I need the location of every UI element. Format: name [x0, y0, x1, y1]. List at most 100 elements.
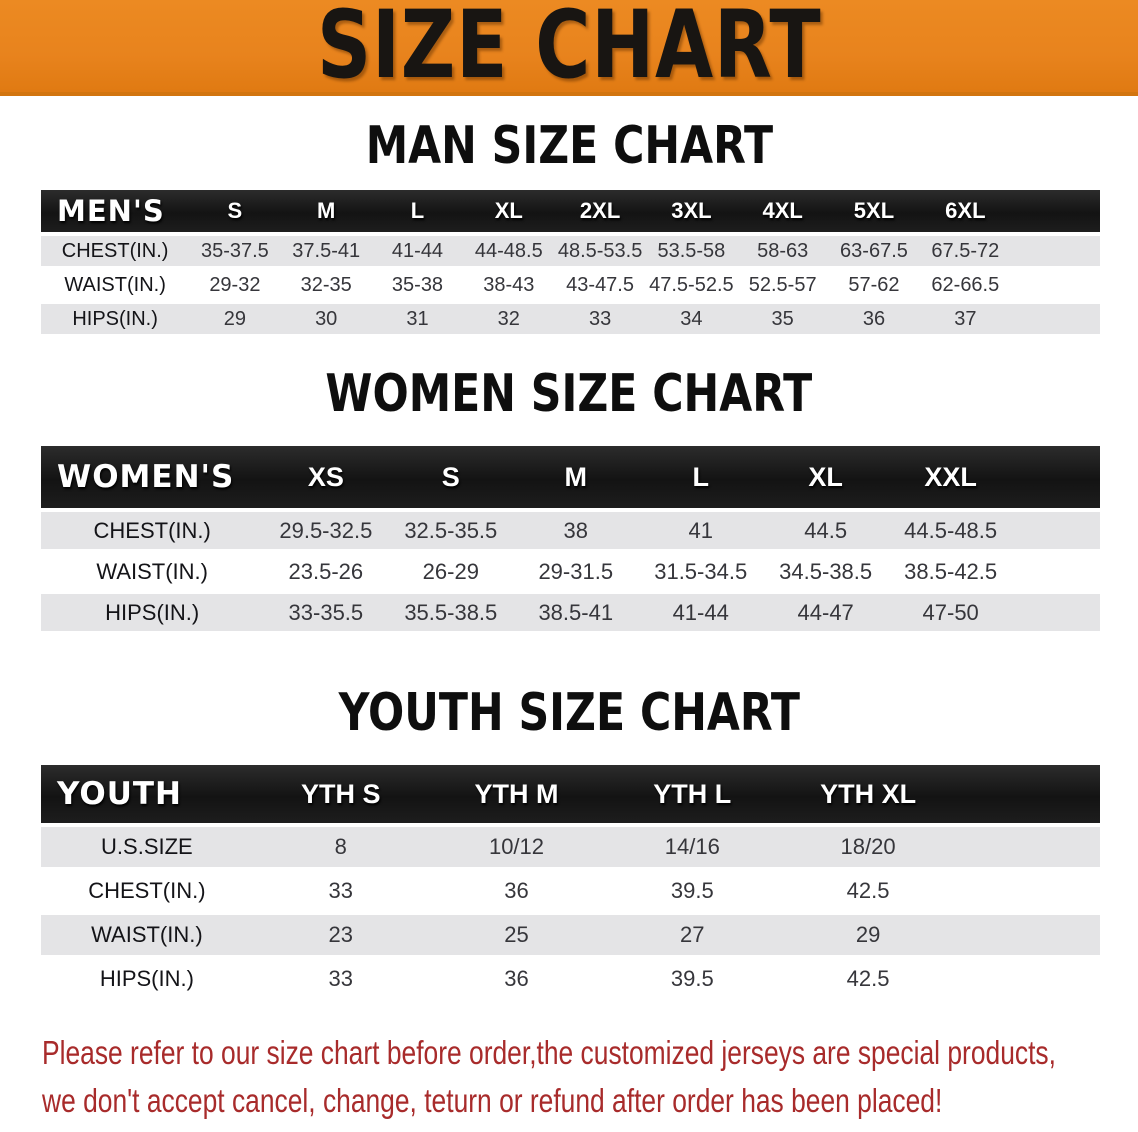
youth-size-column-header-1: YTH M [428, 765, 605, 823]
men-measurement-label-0: CHEST(IN.) [41, 236, 190, 266]
youth-size-value-0-3: 18/20 [780, 827, 956, 867]
men-section-heading-text: MAN SIZE CHART [365, 116, 773, 176]
women-size-column-header-4: XL [763, 446, 889, 508]
youth-size-value-0-2: 14/16 [604, 827, 781, 867]
men-size-value-0-7: 63-67.5 [828, 236, 920, 266]
men-row-filler-0 [1011, 236, 1100, 266]
youth-measurement-row-1: CHEST(IN.) 33 36 39.5 42.5 [41, 871, 1100, 911]
men-row-filler-2 [1011, 304, 1100, 334]
women-size-value-1-2: 29-31.5 [513, 553, 639, 590]
youth-size-value-3-2: 39.5 [604, 959, 781, 999]
disclaimer-line-1: Please refer to our size chart before or… [42, 1034, 1056, 1071]
youth-size-value-2-2: 27 [604, 915, 781, 955]
disclaimer: Please refer to our size chart before or… [42, 1029, 1138, 1125]
youth-size-value-1-2: 39.5 [604, 871, 781, 911]
youth-size-value-1-1: 36 [428, 871, 605, 911]
women-size-column-header-0: XS [263, 446, 389, 508]
women-size-value-2-4: 44-47 [763, 594, 889, 631]
youth-measurement-label-2: WAIST(IN.) [41, 915, 253, 955]
disclaimer-line-2: we don't accept cancel, change, teturn o… [42, 1082, 943, 1119]
youth-size-column-header-3: YTH XL [780, 765, 956, 823]
youth-size-value-2-3: 29 [780, 915, 956, 955]
youth-table-header-row: YOUTH YTH S YTH M YTH L YTH XL [41, 765, 1100, 823]
women-size-value-1-3: 31.5-34.5 [638, 553, 764, 590]
women-size-value-1-5: 38.5-42.5 [888, 553, 1014, 590]
women-size-value-2-2: 38.5-41 [513, 594, 639, 631]
men-size-value-0-2: 41-44 [371, 236, 464, 266]
men-measurement-row-2: HIPS(IN.) 29 30 31 32 33 34 35 36 37 [41, 304, 1100, 334]
men-size-value-0-6: 58-63 [737, 236, 829, 266]
women-table-header-row: WOMEN'S XS S M L XL XXL [41, 446, 1100, 508]
men-size-value-0-3: 44-48.5 [463, 236, 555, 266]
banner-title: SIZE CHART [316, 0, 822, 100]
women-measurement-row-1: WAIST(IN.) 23.5-26 26-29 29-31.5 31.5-34.5 34… [41, 553, 1100, 590]
women-size-value-0-3: 41 [638, 512, 764, 549]
youth-size-value-3-3: 42.5 [780, 959, 956, 999]
men-size-value-2-1: 30 [280, 304, 372, 334]
youth-size-value-0-1: 10/12 [428, 827, 605, 867]
men-size-value-1-3: 38-43 [463, 270, 555, 300]
men-size-value-0-1: 37.5-41 [280, 236, 372, 266]
men-size-column-header-5: 3XL [645, 190, 738, 232]
men-size-value-2-8: 37 [919, 304, 1012, 334]
men-size-value-1-2: 35-38 [371, 270, 464, 300]
women-header-filler [1013, 446, 1100, 508]
youth-measurement-label-0: U.S.SIZE [41, 827, 253, 867]
men-size-value-2-3: 32 [463, 304, 555, 334]
youth-size-value-1-0: 33 [252, 871, 429, 911]
youth-measurement-row-0: U.S.SIZE 8 10/12 14/16 18/20 [41, 827, 1100, 867]
youth-size-value-0-0: 8 [252, 827, 429, 867]
youth-row-filler-3 [955, 959, 1100, 999]
men-size-value-2-2: 31 [371, 304, 464, 334]
youth-size-value-1-3: 42.5 [780, 871, 956, 911]
men-size-column-header-1: M [280, 190, 372, 232]
women-row-filler-1 [1013, 553, 1100, 590]
youth-row-filler-1 [955, 871, 1100, 911]
men-size-value-0-4: 48.5-53.5 [554, 236, 646, 266]
men-size-value-2-7: 36 [828, 304, 920, 334]
women-size-table: WOMEN'S XS S M L XL XXL CHEST(IN.) 29.5-32.5 32.… [41, 442, 1100, 635]
women-size-value-2-3: 41-44 [638, 594, 764, 631]
men-size-value-1-8: 62-66.5 [919, 270, 1012, 300]
men-measurement-label-2: HIPS(IN.) [41, 304, 190, 334]
women-row-filler-0 [1013, 512, 1100, 549]
men-size-value-1-4: 43-47.5 [554, 270, 646, 300]
women-measurement-label-0: CHEST(IN.) [41, 512, 264, 549]
size-chart-banner: SIZE CHART [0, 0, 1138, 96]
youth-size-column-header-2: YTH L [604, 765, 781, 823]
women-table-group-label: WOMEN'S [41, 446, 264, 508]
men-size-value-2-6: 35 [737, 304, 829, 334]
women-size-value-1-4: 34.5-38.5 [763, 553, 889, 590]
men-row-filler-1 [1011, 270, 1100, 300]
women-measurement-label-2: HIPS(IN.) [41, 594, 264, 631]
youth-size-value-3-0: 33 [252, 959, 429, 999]
youth-size-value-2-1: 25 [428, 915, 605, 955]
men-size-column-header-7: 5XL [828, 190, 920, 232]
men-size-column-header-3: XL [463, 190, 555, 232]
men-size-value-0-0: 35-37.5 [189, 236, 281, 266]
youth-size-table: YOUTH YTH S YTH M YTH L YTH XL U.S.SIZE 8 10/1… [41, 761, 1100, 1003]
men-section-heading: MAN SIZE CHART [0, 120, 1138, 172]
women-measurement-row-0: CHEST(IN.) 29.5-32.5 32.5-35.5 38 41 44.5 44.5… [41, 512, 1100, 549]
men-size-value-1-0: 29-32 [189, 270, 281, 300]
men-size-column-header-4: 2XL [554, 190, 646, 232]
men-size-value-2-0: 29 [189, 304, 281, 334]
men-size-value-1-6: 52.5-57 [737, 270, 829, 300]
men-size-value-0-8: 67.5-72 [919, 236, 1012, 266]
youth-section-heading-text: YOUTH SIZE CHART [338, 683, 800, 743]
women-size-column-header-2: M [513, 446, 639, 508]
women-size-value-1-0: 23.5-26 [263, 553, 389, 590]
youth-size-value-2-0: 23 [252, 915, 429, 955]
men-table-group-label: MEN'S [41, 190, 190, 232]
men-size-column-header-6: 4XL [737, 190, 829, 232]
men-measurement-label-1: WAIST(IN.) [41, 270, 190, 300]
youth-measurement-label-1: CHEST(IN.) [41, 871, 253, 911]
women-section-heading-text: WOMEN SIZE CHART [325, 364, 813, 424]
women-section-heading: WOMEN SIZE CHART [0, 368, 1138, 420]
women-size-value-0-0: 29.5-32.5 [263, 512, 389, 549]
youth-header-filler [955, 765, 1100, 823]
women-size-value-0-4: 44.5 [763, 512, 889, 549]
youth-measurement-row-2: WAIST(IN.) 23 25 27 29 [41, 915, 1100, 955]
men-size-value-1-5: 47.5-52.5 [645, 270, 738, 300]
